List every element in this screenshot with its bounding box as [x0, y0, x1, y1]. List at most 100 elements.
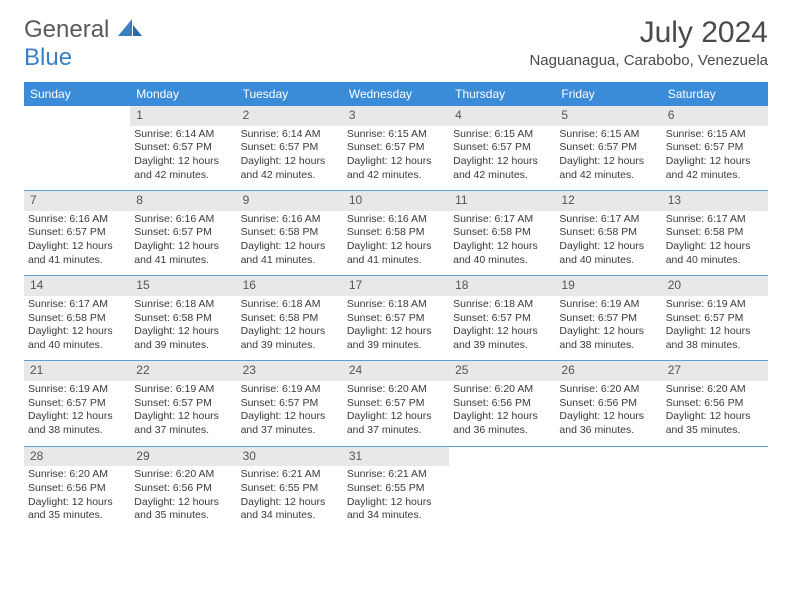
daylight-line: Daylight: 12 hours and 39 minutes.	[134, 325, 232, 352]
day-number: 13	[662, 191, 768, 211]
logo-text-blue: Blue	[24, 44, 72, 71]
sunrise-line: Sunrise: 6:16 AM	[134, 213, 232, 227]
day-number: 3	[343, 106, 449, 126]
day-cell: 24Sunrise: 6:20 AMSunset: 6:57 PMDayligh…	[343, 361, 449, 439]
day-cell: 13Sunrise: 6:17 AMSunset: 6:58 PMDayligh…	[662, 191, 768, 269]
day-number: 21	[24, 361, 130, 381]
sunset-line: Sunset: 6:56 PM	[666, 397, 764, 411]
sunrise-line: Sunrise: 6:14 AM	[241, 128, 339, 142]
sunrise-line: Sunrise: 6:15 AM	[453, 128, 551, 142]
sunset-line: Sunset: 6:58 PM	[134, 312, 232, 326]
title-block: July 2024 Naguanagua, Carabobo, Venezuel…	[529, 16, 768, 69]
day-number: 14	[24, 276, 130, 296]
week-row: 7Sunrise: 6:16 AMSunset: 6:57 PMDaylight…	[24, 190, 768, 269]
day-cell: 23Sunrise: 6:19 AMSunset: 6:57 PMDayligh…	[237, 361, 343, 439]
daylight-line: Daylight: 12 hours and 35 minutes.	[134, 496, 232, 523]
sunrise-line: Sunrise: 6:16 AM	[347, 213, 445, 227]
sunset-line: Sunset: 6:57 PM	[241, 397, 339, 411]
sunset-line: Sunset: 6:57 PM	[666, 141, 764, 155]
sunset-line: Sunset: 6:58 PM	[666, 226, 764, 240]
sunrise-line: Sunrise: 6:19 AM	[134, 383, 232, 397]
sunset-line: Sunset: 6:57 PM	[347, 141, 445, 155]
day-cell: 8Sunrise: 6:16 AMSunset: 6:57 PMDaylight…	[130, 191, 236, 269]
sunrise-line: Sunrise: 6:20 AM	[28, 468, 126, 482]
sunrise-line: Sunrise: 6:17 AM	[666, 213, 764, 227]
daylight-line: Daylight: 12 hours and 37 minutes.	[134, 410, 232, 437]
sunrise-line: Sunrise: 6:16 AM	[241, 213, 339, 227]
day-cell: 10Sunrise: 6:16 AMSunset: 6:58 PMDayligh…	[343, 191, 449, 269]
day-content: Sunrise: 6:15 AMSunset: 6:57 PMDaylight:…	[449, 126, 555, 185]
day-number: 22	[130, 361, 236, 381]
sunset-line: Sunset: 6:57 PM	[347, 397, 445, 411]
day-content: Sunrise: 6:20 AMSunset: 6:56 PMDaylight:…	[24, 466, 130, 525]
sunset-line: Sunset: 6:57 PM	[134, 226, 232, 240]
day-number: 12	[555, 191, 661, 211]
day-number: 1	[130, 106, 236, 126]
day-content: Sunrise: 6:18 AMSunset: 6:58 PMDaylight:…	[130, 296, 236, 355]
day-cell: 14Sunrise: 6:17 AMSunset: 6:58 PMDayligh…	[24, 276, 130, 354]
sunrise-line: Sunrise: 6:20 AM	[559, 383, 657, 397]
sunset-line: Sunset: 6:56 PM	[559, 397, 657, 411]
daylight-line: Daylight: 12 hours and 38 minutes.	[28, 410, 126, 437]
day-cell: 19Sunrise: 6:19 AMSunset: 6:57 PMDayligh…	[555, 276, 661, 354]
sunrise-line: Sunrise: 6:19 AM	[28, 383, 126, 397]
header: General Blue July 2024 Naguanagua, Carab…	[24, 16, 768, 72]
day-number: 25	[449, 361, 555, 381]
sunset-line: Sunset: 6:55 PM	[347, 482, 445, 496]
day-cell: 18Sunrise: 6:18 AMSunset: 6:57 PMDayligh…	[449, 276, 555, 354]
daylight-line: Daylight: 12 hours and 41 minutes.	[241, 240, 339, 267]
sunrise-line: Sunrise: 6:15 AM	[559, 128, 657, 142]
day-number: 31	[343, 447, 449, 467]
daylight-line: Daylight: 12 hours and 38 minutes.	[666, 325, 764, 352]
day-cell: 2Sunrise: 6:14 AMSunset: 6:57 PMDaylight…	[237, 106, 343, 184]
daylight-line: Daylight: 12 hours and 34 minutes.	[347, 496, 445, 523]
day-number: 24	[343, 361, 449, 381]
day-content: Sunrise: 6:18 AMSunset: 6:57 PMDaylight:…	[343, 296, 449, 355]
sunset-line: Sunset: 6:58 PM	[347, 226, 445, 240]
sunset-line: Sunset: 6:56 PM	[28, 482, 126, 496]
sunrise-line: Sunrise: 6:17 AM	[559, 213, 657, 227]
day-cell: 31Sunrise: 6:21 AMSunset: 6:55 PMDayligh…	[343, 447, 449, 525]
day-content: Sunrise: 6:17 AMSunset: 6:58 PMDaylight:…	[24, 296, 130, 355]
daylight-line: Daylight: 12 hours and 42 minutes.	[241, 155, 339, 182]
sunrise-line: Sunrise: 6:18 AM	[453, 298, 551, 312]
day-cell: 29Sunrise: 6:20 AMSunset: 6:56 PMDayligh…	[130, 447, 236, 525]
sunrise-line: Sunrise: 6:18 AM	[134, 298, 232, 312]
day-content: Sunrise: 6:16 AMSunset: 6:57 PMDaylight:…	[24, 211, 130, 270]
day-content: Sunrise: 6:16 AMSunset: 6:58 PMDaylight:…	[343, 211, 449, 270]
day-cell	[555, 447, 661, 525]
location: Naguanagua, Carabobo, Venezuela	[529, 52, 768, 69]
day-header: Sunday	[24, 82, 130, 106]
day-cell: 11Sunrise: 6:17 AMSunset: 6:58 PMDayligh…	[449, 191, 555, 269]
daylight-line: Daylight: 12 hours and 41 minutes.	[134, 240, 232, 267]
weeks-container: 1Sunrise: 6:14 AMSunset: 6:57 PMDaylight…	[24, 106, 768, 525]
day-cell: 9Sunrise: 6:16 AMSunset: 6:58 PMDaylight…	[237, 191, 343, 269]
day-content: Sunrise: 6:14 AMSunset: 6:57 PMDaylight:…	[237, 126, 343, 185]
calendar: SundayMondayTuesdayWednesdayThursdayFrid…	[24, 82, 768, 525]
day-cell: 22Sunrise: 6:19 AMSunset: 6:57 PMDayligh…	[130, 361, 236, 439]
daylight-line: Daylight: 12 hours and 36 minutes.	[453, 410, 551, 437]
daylight-line: Daylight: 12 hours and 35 minutes.	[28, 496, 126, 523]
day-number: 17	[343, 276, 449, 296]
sunrise-line: Sunrise: 6:15 AM	[666, 128, 764, 142]
day-content: Sunrise: 6:21 AMSunset: 6:55 PMDaylight:…	[237, 466, 343, 525]
week-row: 28Sunrise: 6:20 AMSunset: 6:56 PMDayligh…	[24, 446, 768, 525]
sunrise-line: Sunrise: 6:19 AM	[559, 298, 657, 312]
day-cell: 28Sunrise: 6:20 AMSunset: 6:56 PMDayligh…	[24, 447, 130, 525]
day-cell: 17Sunrise: 6:18 AMSunset: 6:57 PMDayligh…	[343, 276, 449, 354]
day-cell	[662, 447, 768, 525]
sunset-line: Sunset: 6:57 PM	[28, 397, 126, 411]
sunrise-line: Sunrise: 6:18 AM	[241, 298, 339, 312]
sunset-line: Sunset: 6:58 PM	[241, 312, 339, 326]
daylight-line: Daylight: 12 hours and 39 minutes.	[453, 325, 551, 352]
day-cell: 1Sunrise: 6:14 AMSunset: 6:57 PMDaylight…	[130, 106, 236, 184]
day-content: Sunrise: 6:19 AMSunset: 6:57 PMDaylight:…	[130, 381, 236, 440]
sunset-line: Sunset: 6:55 PM	[241, 482, 339, 496]
sunset-line: Sunset: 6:58 PM	[559, 226, 657, 240]
sunset-line: Sunset: 6:58 PM	[28, 312, 126, 326]
day-cell	[24, 106, 130, 184]
day-cell: 15Sunrise: 6:18 AMSunset: 6:58 PMDayligh…	[130, 276, 236, 354]
day-cell: 25Sunrise: 6:20 AMSunset: 6:56 PMDayligh…	[449, 361, 555, 439]
day-number: 10	[343, 191, 449, 211]
sunset-line: Sunset: 6:57 PM	[559, 312, 657, 326]
